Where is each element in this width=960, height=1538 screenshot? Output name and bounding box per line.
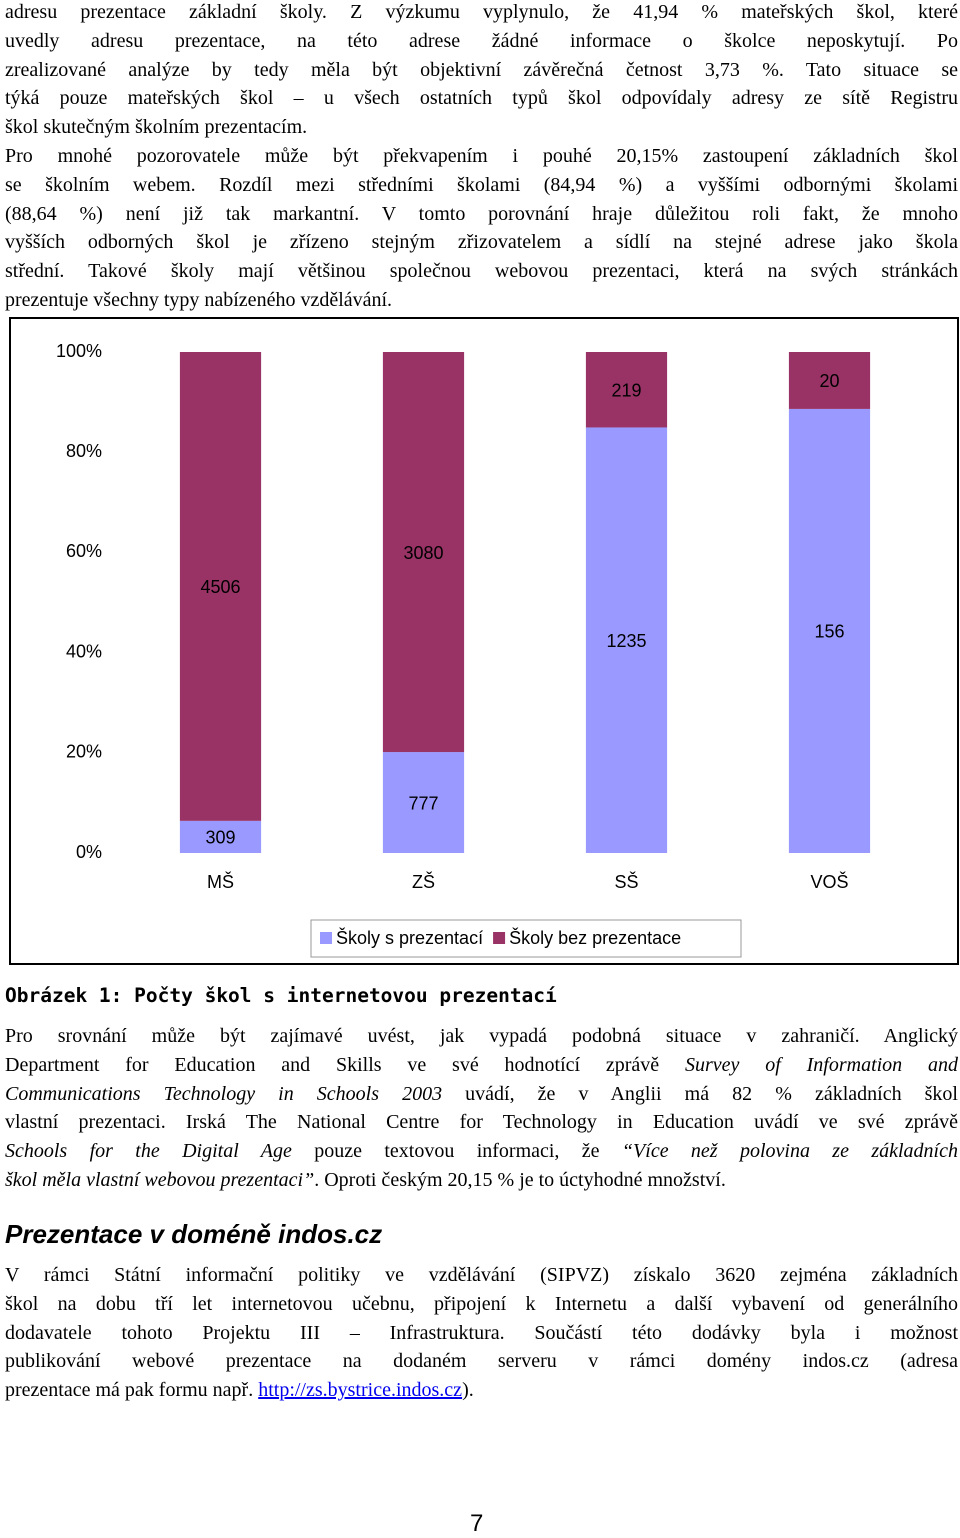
data-label: 1235 [606, 631, 646, 651]
legend-swatch [320, 932, 332, 944]
text: Pro srovnání může být zajímavé uvést, ja… [5, 1025, 958, 1047]
bar-segment [382, 352, 465, 753]
text: (88,64 %) není již tak markantní. V tomt… [5, 202, 958, 225]
text: týká pouze mateřských škol – u všech ost… [5, 87, 958, 110]
text-line: Department for Education and Skills ve s… [5, 1051, 958, 1079]
y-tick-label: 100% [56, 341, 102, 361]
italic-text: Communications Technology in Schools 200… [5, 1082, 443, 1105]
text: Pro mnohé pozorovatele může být překvape… [5, 145, 958, 167]
y-tick-label: 60% [66, 541, 102, 561]
text: se školním webem. Rozdíl mezi středními … [5, 173, 958, 196]
legend-label: Školy s prezentací [336, 927, 483, 948]
section-heading: Prezentace v doméně indos.cz [5, 1219, 383, 1249]
text: ). [462, 1379, 474, 1401]
text: adresu prezentace základní školy. Z výzk… [5, 1, 958, 23]
text: prezentace má pak formu např. [5, 1379, 259, 1401]
bar-segment [788, 408, 871, 853]
text-line: Pro srovnání může být zajímavé uvést, ja… [5, 1022, 958, 1050]
text-line: V rámci Státní informační politiky ve vz… [5, 1261, 958, 1289]
text-line: dodavatele tohoto Projektu III – Infrast… [5, 1319, 958, 1347]
data-label: 20 [819, 371, 839, 391]
italic-text: Schools for the Digital Age [5, 1140, 292, 1162]
text-line: Pro mnohé pozorovatele může být překvape… [5, 142, 958, 170]
text: publikování webové prezentace na dodaném… [5, 1350, 958, 1373]
italic-text: “Více než polovina ze základních [621, 1140, 958, 1162]
data-label: 156 [814, 622, 844, 642]
text-line: vyšších odborných škol je zřízeno stejný… [5, 228, 958, 256]
x-tick-label: VOŠ [810, 871, 848, 892]
data-label: 777 [408, 793, 438, 813]
legend-box [310, 919, 742, 958]
bar-segment [179, 820, 262, 853]
text-line: uvedly adresu prezentace, na této adrese… [5, 27, 958, 55]
data-label: 219 [611, 380, 641, 400]
text-line: Schools for the Digital Age pouze textov… [5, 1137, 958, 1165]
text: prezentuje všechny typy nabízeného vzděl… [5, 288, 393, 311]
text-line: týká pouze mateřských škol – u všech ost… [5, 84, 958, 112]
bar-segment [179, 352, 262, 821]
text-line: prezentuje všechny typy nabízeného vzděl… [5, 286, 958, 314]
text: uvedly adresu prezentace, na této adrese… [5, 29, 958, 52]
y-tick-label: 40% [66, 641, 102, 661]
x-tick-label: SŠ [614, 871, 638, 892]
y-tick-label: 20% [66, 742, 102, 762]
page-number: 7 [470, 1510, 484, 1537]
text: zrealizované analýze by tedy měla být ob… [5, 58, 958, 81]
text-line: vlastní prezentaci. Irská The National C… [5, 1108, 958, 1136]
bar-segment [585, 352, 668, 428]
text-line: se školním webem. Rozdíl mezi středními … [5, 171, 958, 199]
text: Department for Education and Skills ve s… [5, 1053, 686, 1076]
x-tick-label: MŠ [207, 871, 234, 892]
bar-segment [382, 752, 465, 853]
data-label: 4506 [200, 577, 240, 597]
figure-caption: Obrázek 1: Počty škol s internetovou pre… [5, 984, 557, 1007]
text-line: škol skutečným školním prezentacím. [5, 113, 958, 141]
text-line: (88,64 %) není již tak markantní. V tomt… [5, 200, 958, 228]
text: vyšších odborných škol je zřízeno stejný… [5, 231, 958, 254]
text-line: Communications Technology in Schools 200… [5, 1080, 958, 1108]
text-line: adresu prezentace základní školy. Z výzk… [5, 0, 958, 26]
text-line: publikování webové prezentace na dodaném… [5, 1347, 958, 1375]
bar-segment [788, 352, 871, 409]
legend-swatch [493, 932, 506, 944]
link[interactable]: http://zs.bystrice.indos.cz [258, 1379, 463, 1401]
italic-text: škol měla vlastní webovou prezentaci” [5, 1168, 315, 1191]
text-line: zrealizované analýze by tedy měla být ob… [5, 56, 958, 84]
data-label: 309 [205, 828, 235, 848]
legend-label: Školy bez prezentace [509, 927, 681, 948]
text-line: škol měla vlastní webovou prezentaci”. O… [5, 1166, 958, 1194]
text: pouze textovou informaci, že [291, 1140, 622, 1162]
text-line: prezentace má pak formu např. http://zs.… [5, 1376, 958, 1404]
x-tick-label: ZŠ [412, 871, 435, 892]
bar-segment [585, 427, 668, 853]
text: škol skutečným školním prezentacím. [5, 116, 308, 138]
data-label: 3080 [403, 543, 443, 563]
y-tick-label: 0% [76, 842, 102, 862]
text: . Oproti českým 20,15 % je to úctyhodné … [314, 1168, 726, 1191]
italic-text: Survey of Information and [685, 1053, 958, 1076]
text-line: škol na dobu tří let internetovou učebnu… [5, 1290, 958, 1318]
text: V rámci Státní informační politiky ve vz… [5, 1264, 958, 1286]
text: dodavatele tohoto Projektu III – Infrast… [5, 1321, 958, 1344]
text: škol na dobu tří let internetovou učebnu… [5, 1292, 958, 1315]
text-line: střední. Takové školy mají většinou spol… [5, 257, 958, 285]
text: uvádí, že v Anglii má 82 % základních šk… [442, 1082, 958, 1105]
text: střední. Takové školy mají většinou spol… [5, 260, 958, 282]
y-tick-label: 80% [66, 441, 102, 461]
text: vlastní prezentaci. Irská The National C… [5, 1111, 958, 1134]
